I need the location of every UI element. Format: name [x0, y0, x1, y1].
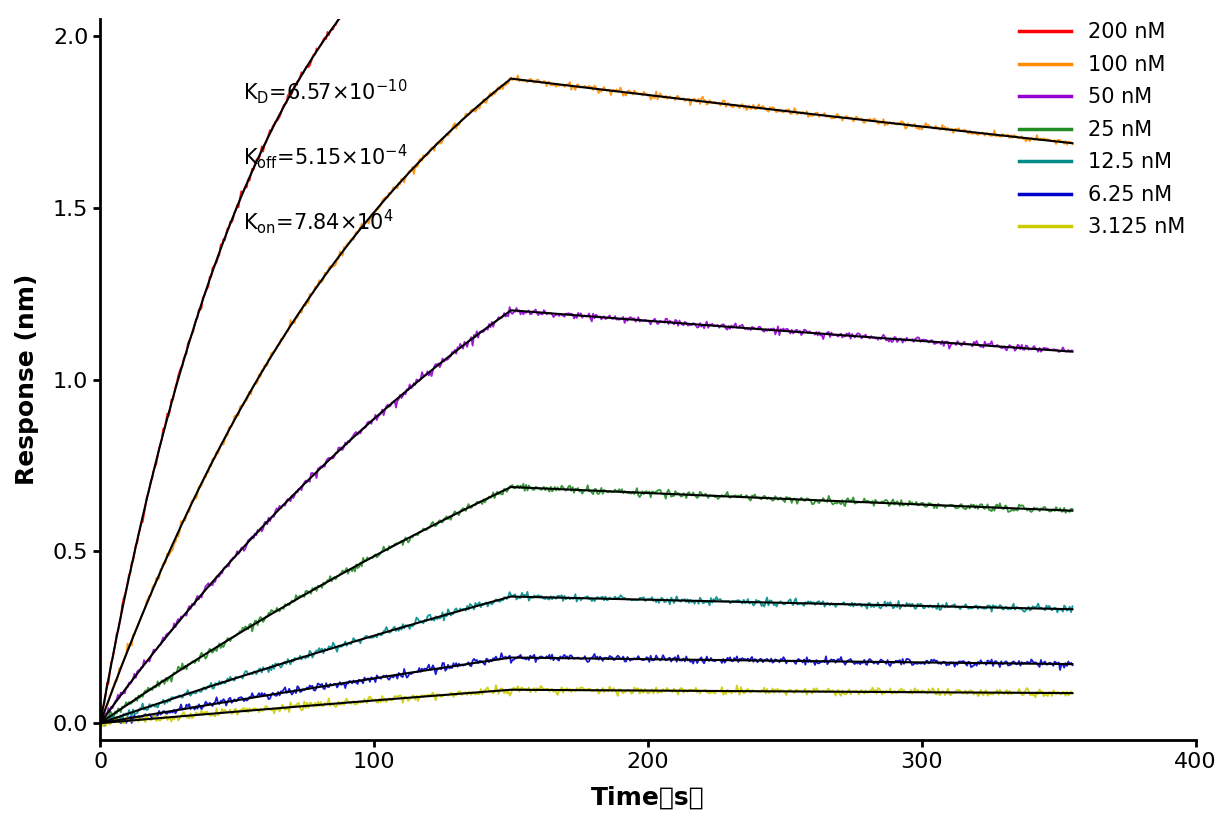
Text: K$_{\rm on}$=7.84×10$^{4}$: K$_{\rm on}$=7.84×10$^{4}$: [243, 207, 393, 236]
Text: K$_{\rm D}$=6.57×10$^{-10}$: K$_{\rm D}$=6.57×10$^{-10}$: [243, 77, 407, 106]
Y-axis label: Response (nm): Response (nm): [15, 274, 39, 485]
Text: K$_{\rm off}$=5.15×10$^{-4}$: K$_{\rm off}$=5.15×10$^{-4}$: [243, 142, 408, 171]
X-axis label: Time（s）: Time（s）: [591, 786, 705, 810]
Legend: 200 nM, 100 nM, 50 nM, 25 nM, 12.5 nM, 6.25 nM, 3.125 nM: 200 nM, 100 nM, 50 nM, 25 nM, 12.5 nM, 6…: [1011, 14, 1194, 246]
